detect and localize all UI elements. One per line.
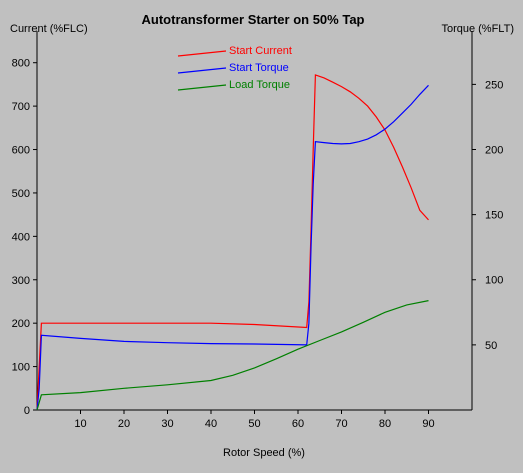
y-right-tick-label: 100 bbox=[485, 275, 503, 287]
series-line-start-current bbox=[36, 74, 429, 411]
legend-swatch-start-torque bbox=[177, 67, 227, 74]
y-right-tick-label: 50 bbox=[485, 340, 497, 352]
series-line-start-torque bbox=[36, 84, 429, 411]
y-right-tick-label: 200 bbox=[485, 144, 503, 156]
y-left-tick-label: 100 bbox=[12, 362, 30, 374]
x-tick-label: 80 bbox=[379, 418, 391, 430]
x-tick-label: 30 bbox=[161, 418, 173, 430]
legend-label-load-torque: Load Torque bbox=[229, 79, 290, 91]
x-tick-label: 50 bbox=[248, 418, 260, 430]
chart-title: Autotransformer Starter on 50% Tap bbox=[142, 12, 365, 27]
legend-swatch-load-torque bbox=[177, 84, 227, 91]
y-left-tick-label: 500 bbox=[12, 188, 30, 200]
plot-area bbox=[36, 74, 429, 411]
y-left-tick-label: 600 bbox=[12, 145, 30, 157]
x-tick-label: 70 bbox=[335, 418, 347, 430]
y-left-tick-label: 700 bbox=[12, 101, 30, 113]
series-line-load-torque bbox=[36, 300, 429, 411]
y-left-tick-label: 200 bbox=[12, 318, 30, 330]
y-left-tick-label: 0 bbox=[24, 405, 30, 417]
axes: 0 100 200 300 400 500 600 700 800 50 100 150 200 250 1… bbox=[12, 31, 503, 430]
legend-label-start-torque: Start Torque bbox=[229, 62, 289, 74]
x-tick-label: 40 bbox=[205, 418, 217, 430]
x-tick-label: 10 bbox=[74, 418, 86, 430]
y-right-tick-label: 250 bbox=[485, 79, 503, 91]
y-left-tick-label: 300 bbox=[12, 275, 30, 287]
y-axis-left-label: Current (%FLC) bbox=[10, 23, 88, 35]
y-left-tick-label: 800 bbox=[12, 58, 30, 70]
x-tick-label: 60 bbox=[292, 418, 304, 430]
y-left-tick-label: 400 bbox=[12, 231, 30, 243]
legend: Start Current Start Torque Load Torque bbox=[177, 45, 292, 91]
legend-swatch-start-current bbox=[177, 50, 227, 57]
legend-label-start-current: Start Current bbox=[229, 45, 292, 57]
x-axis-label: Rotor Speed (%) bbox=[223, 447, 305, 459]
y-axis-right-label: Torque (%FLT) bbox=[441, 23, 514, 35]
y-right-tick-label: 150 bbox=[485, 210, 503, 222]
x-tick-label: 20 bbox=[118, 418, 130, 430]
x-tick-label: 90 bbox=[422, 418, 434, 430]
